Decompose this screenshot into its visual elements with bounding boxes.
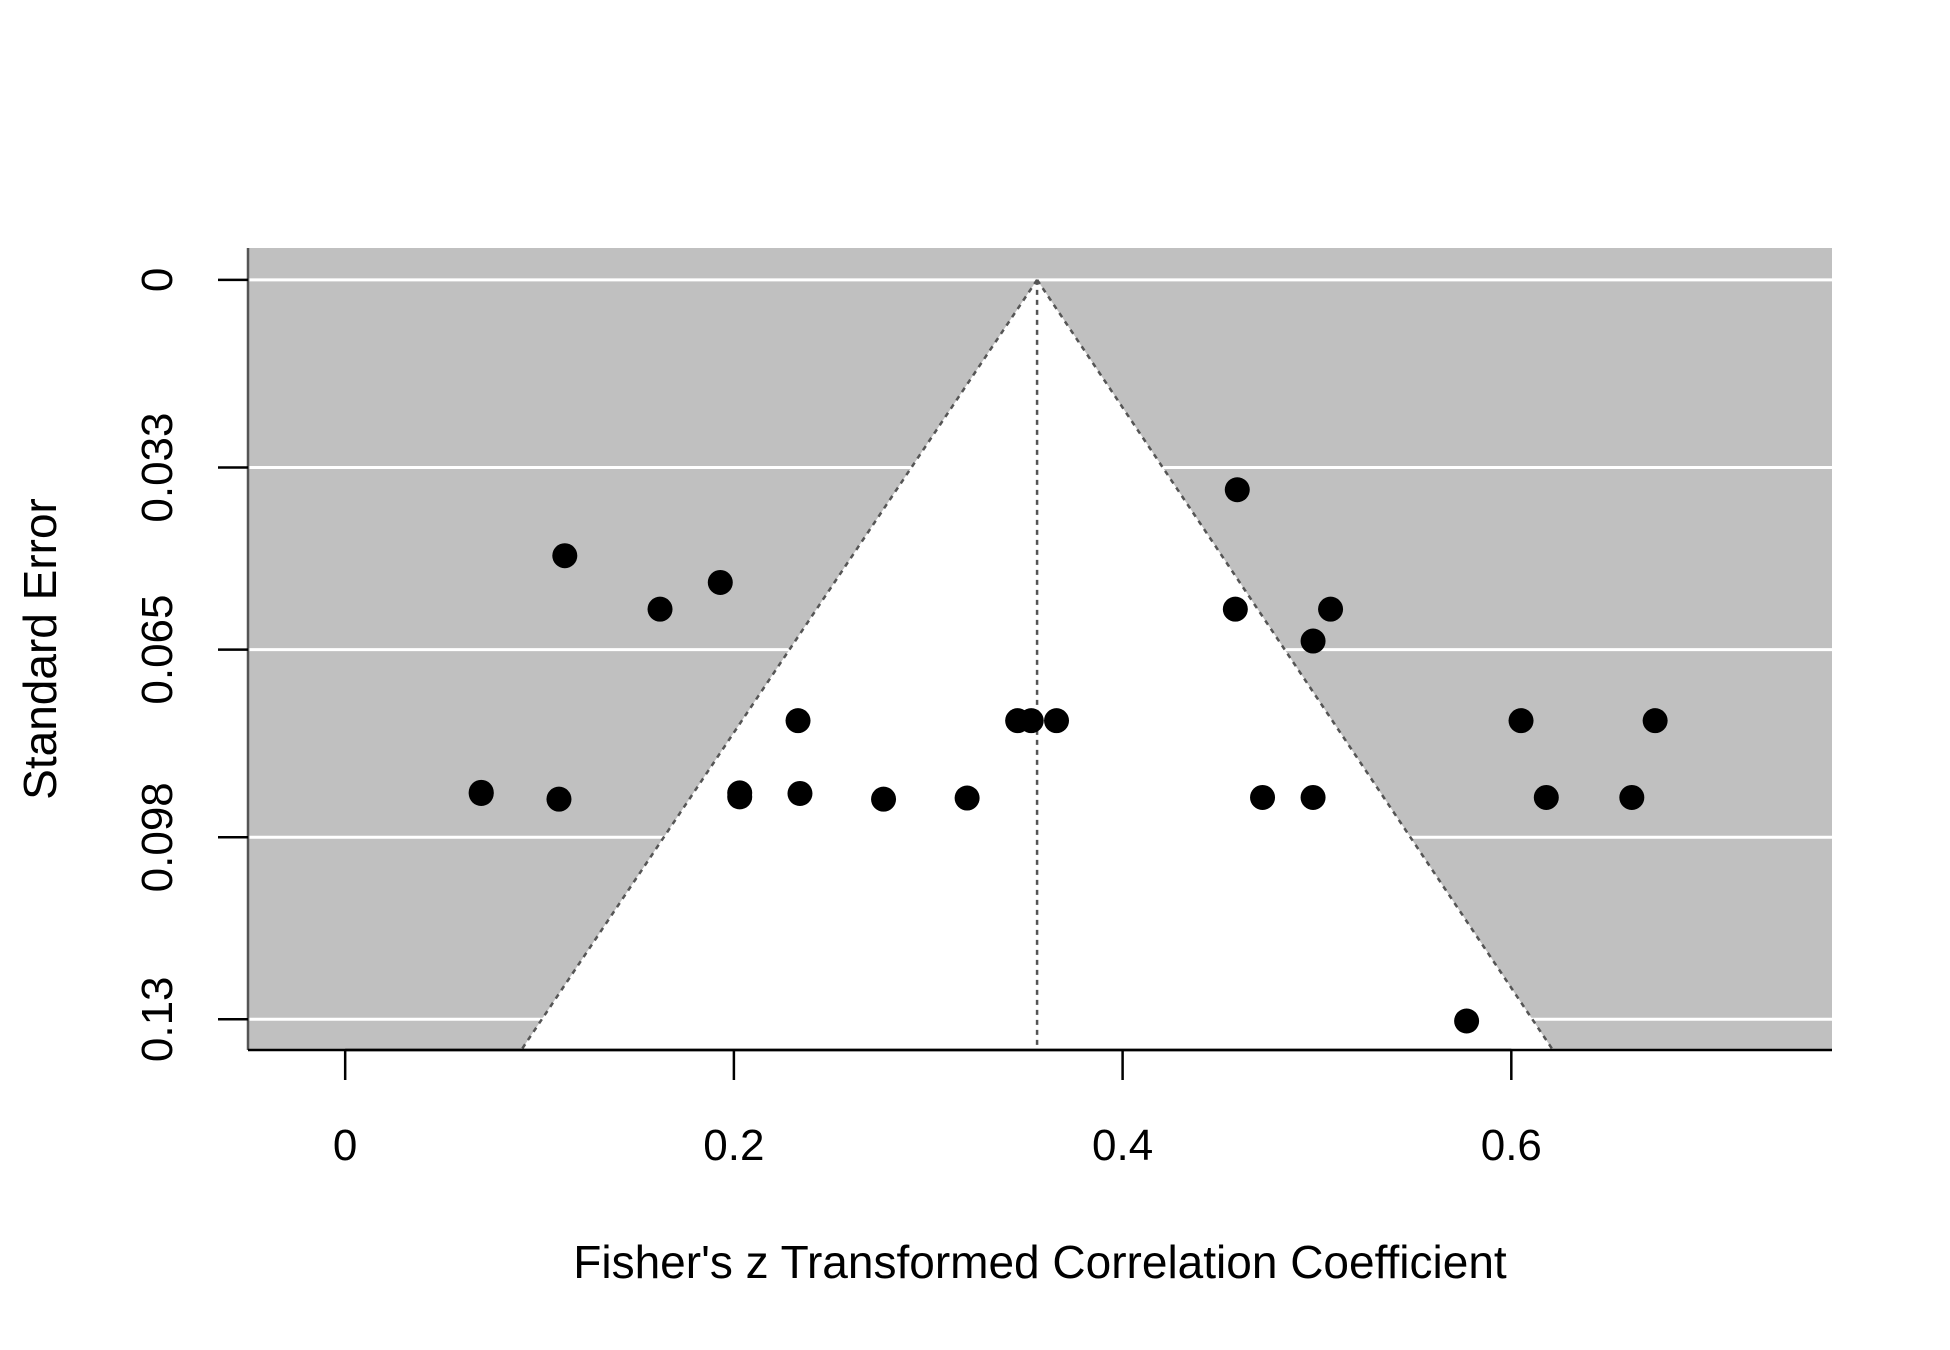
data-point (1619, 784, 1645, 810)
data-point (954, 785, 980, 811)
x-tick-label: 0.2 (703, 1121, 764, 1170)
y-tick-label: 0.098 (133, 782, 182, 892)
data-point (787, 780, 813, 806)
data-point (727, 784, 753, 810)
data-point (1318, 596, 1344, 622)
y-axis-ticks: 0 0.033 0.065 0.098 0.13 (133, 268, 248, 1062)
data-point (1642, 708, 1668, 734)
data-point (1454, 1008, 1480, 1034)
data-point (1224, 477, 1250, 503)
funnel-left-edge (520, 279, 1039, 1050)
x-tick-label: 0.4 (1092, 1121, 1153, 1170)
data-point (1300, 784, 1326, 810)
data-point (1533, 784, 1559, 810)
x-tick-label: 0 (333, 1121, 357, 1170)
data-point (1222, 596, 1248, 622)
data-point (1018, 708, 1044, 734)
data-point (785, 708, 811, 734)
data-point (707, 569, 733, 595)
data-point (1508, 708, 1534, 734)
y-tick-label: 0.033 (133, 412, 182, 522)
y-tick-label: 0 (133, 268, 182, 292)
data-points (468, 477, 1668, 1034)
x-axis-title: Fisher's z Transformed Correlation Coeff… (573, 1236, 1507, 1288)
data-point (1044, 708, 1070, 734)
y-tick-label: 0.065 (133, 595, 182, 705)
data-point (647, 596, 673, 622)
x-axis-ticks: 0 0.2 0.4 0.6 (333, 1050, 1542, 1170)
funnel-region (521, 279, 1553, 1050)
x-tick-label: 0.6 (1481, 1121, 1542, 1170)
y-axis-title: Standard Error (14, 498, 66, 800)
data-point (546, 786, 572, 812)
data-point (871, 786, 897, 812)
y-tick-label: 0.13 (133, 976, 182, 1062)
data-point (1250, 784, 1276, 810)
data-point (552, 543, 578, 569)
data-point (1300, 628, 1326, 654)
data-point (468, 780, 494, 806)
funnel-right-edge (1036, 279, 1554, 1050)
